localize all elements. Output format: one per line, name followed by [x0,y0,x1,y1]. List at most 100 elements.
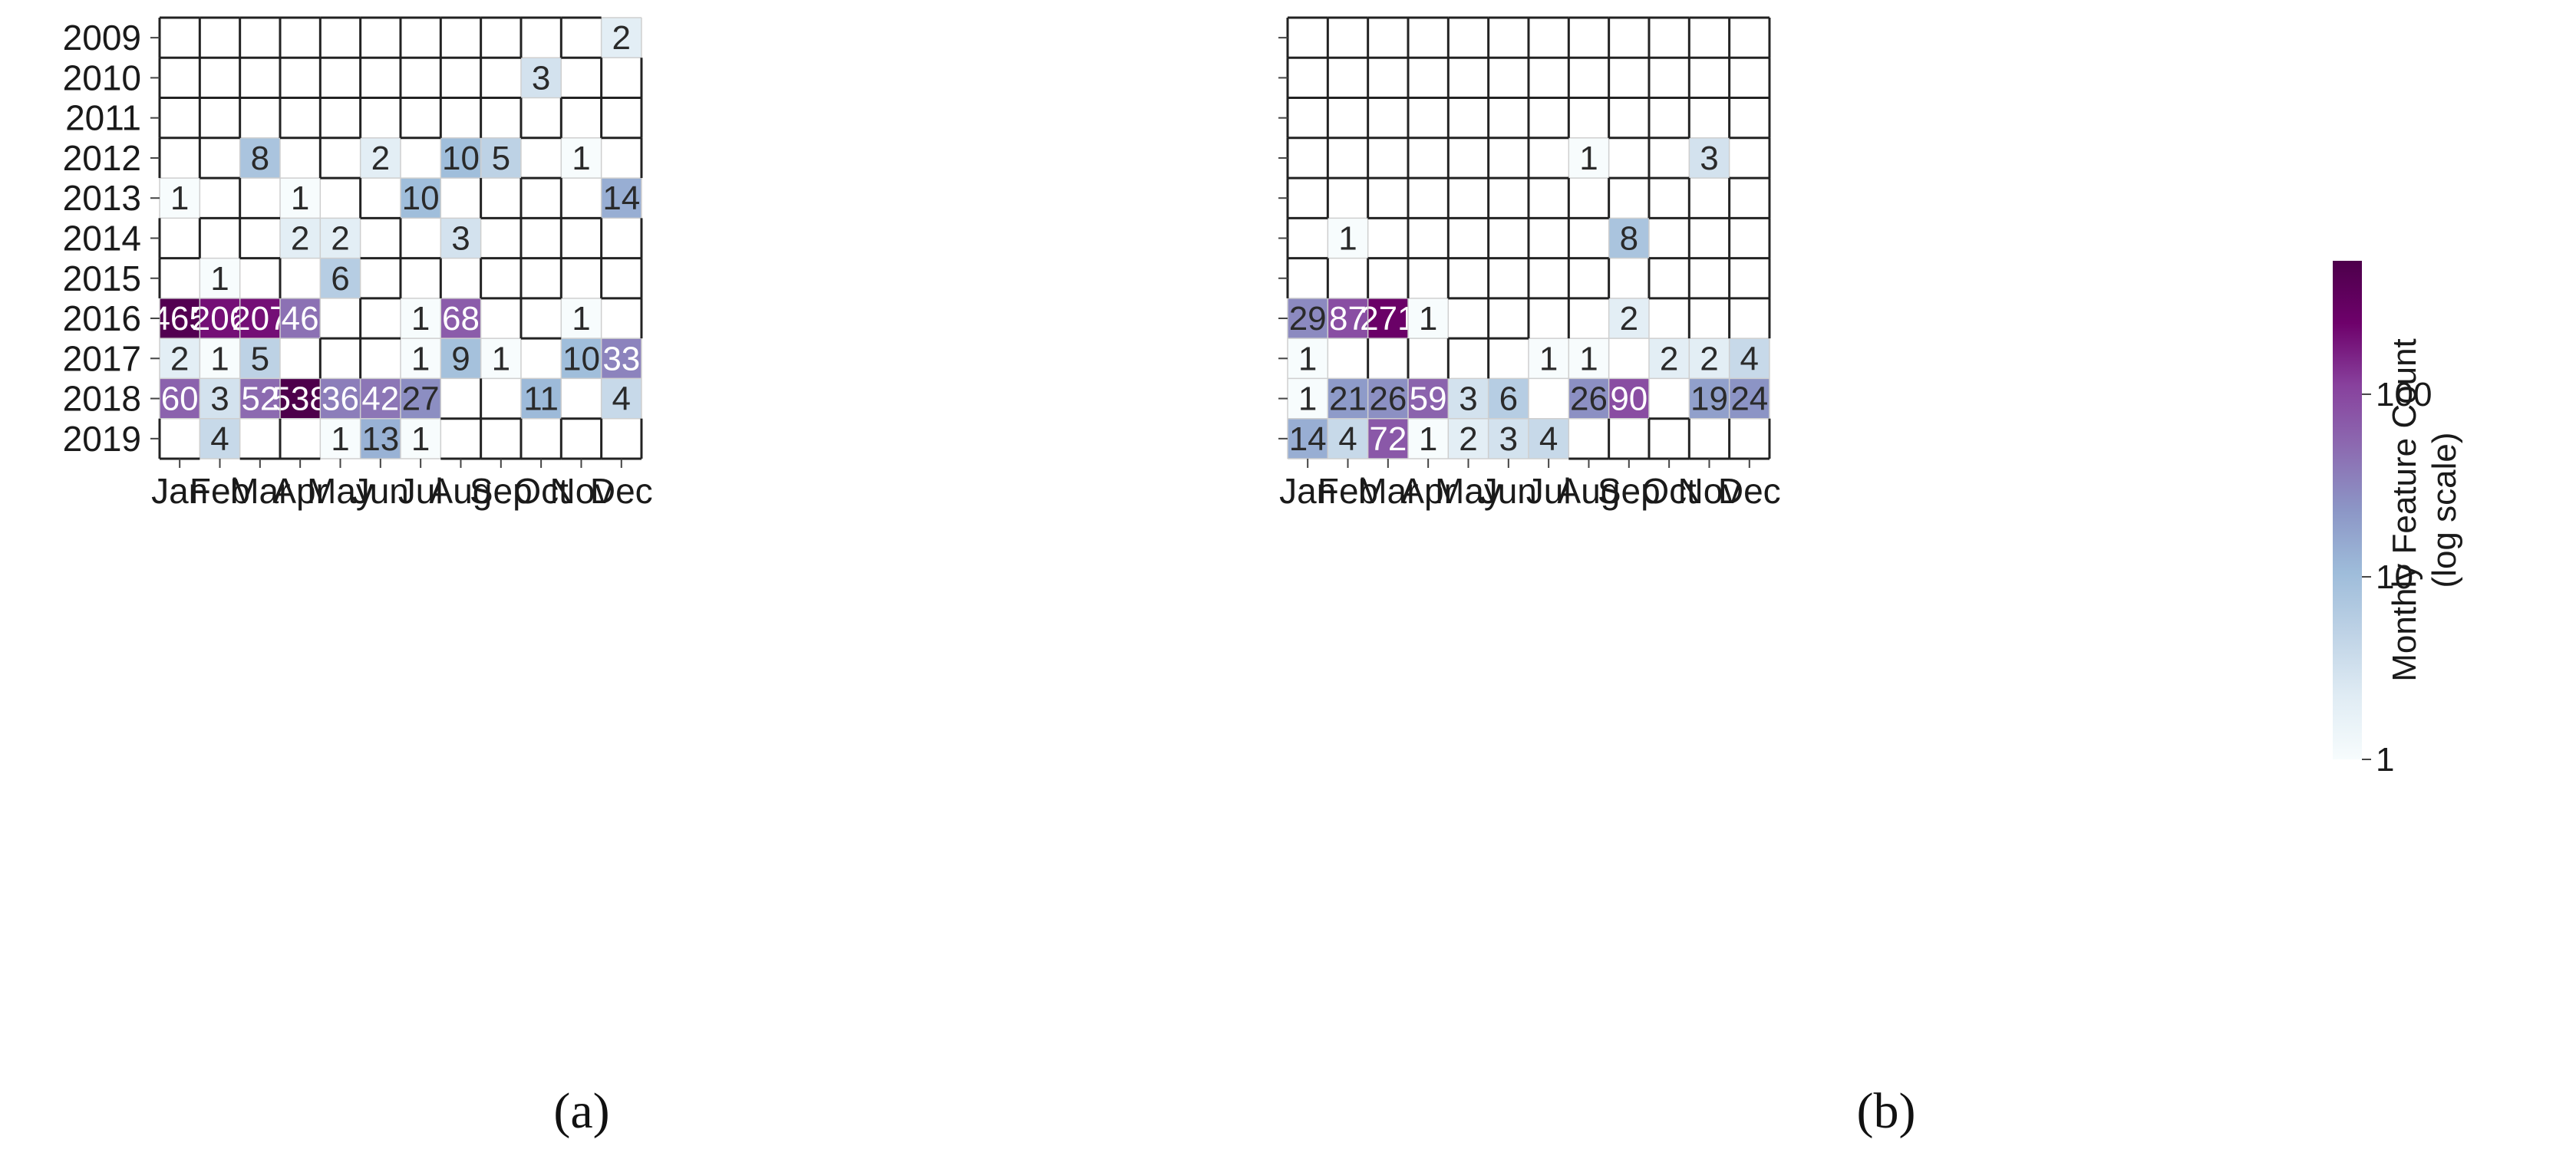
cell-value-label: 1 [1338,219,1357,257]
cell-value-label: 6 [1499,380,1518,418]
x-tick-label: Sep [1598,471,1661,511]
panel-b-label: (b) [1857,1083,1916,1139]
cell-value-label: 10 [442,140,480,177]
cell-value-label: 4 [612,380,631,418]
cell-value-label: 538 [272,380,328,418]
heatmap-cell [1288,338,1328,379]
y-tick-label: 2009 [63,18,141,58]
heatmap-cell [1488,418,1529,459]
cell-value-label: 33 [602,340,640,377]
cell-value-label: 13 [361,420,399,458]
cell-value-label: 5 [251,340,269,377]
heatmap-cell [320,378,361,419]
cell-value-label: 2 [1459,420,1477,458]
heatmap-cell [520,58,562,98]
heatmap-cell [1729,378,1770,419]
colorbar-tick-label: 100 [2376,376,2432,413]
heatmap-cell [1608,218,1649,258]
cell-value-label: 2 [371,140,390,177]
heatmap-cell [160,178,200,219]
heatmap-cell [360,378,401,419]
y-tick-label: 2016 [63,298,141,338]
cell-value-label: 3 [1499,420,1518,458]
heatmap-cell [1488,378,1529,419]
heatmap-cell [200,298,240,339]
cell-value-label: 9 [451,340,470,377]
x-tick-label: Nov [550,471,613,511]
cell-value-label: 1 [572,140,590,177]
heatmap-cell [601,338,642,379]
heatmap-cell [1367,378,1408,419]
heatmap-cell [1448,418,1489,459]
cell-value-label: 3 [210,380,229,418]
cell-value-label: 1 [210,340,229,377]
cell-value-label: 2 [170,340,189,377]
heatmap-cell [200,258,240,298]
cell-value-label: 52 [241,380,279,418]
heatmap-cell [320,258,361,298]
heatmap-cell [360,418,401,459]
cell-value-label: 3 [451,219,470,257]
cell-value-label: 1 [1298,380,1317,418]
heatmap-cell [1608,378,1649,419]
cell-value-label: 14 [1289,420,1327,458]
heatmap-cell [1328,298,1368,339]
colorbar-tick-label: 1 [2376,741,2394,779]
heatmap-cell [239,137,280,179]
heatmap-cell [400,378,441,419]
colorbar-title-line1: Monthly Feature Count [2386,338,2423,682]
colorbar-gradient [2333,261,2362,759]
y-tick-label: 2015 [63,258,141,298]
cell-value-label: 4 [1539,420,1558,458]
cell-value-label: 2 [1620,300,1638,338]
cell-value-label: 10 [402,179,440,217]
heatmap-cell [561,298,602,339]
x-tick-label: Oct [513,471,569,511]
x-tick-label: Sep [470,471,533,511]
heatmap-cell [601,18,642,58]
cell-value-label: 2 [331,219,349,257]
heatmap-cell [1689,338,1730,379]
cell-value-label: 1 [1539,340,1558,377]
x-tick-label: May [1435,471,1502,511]
x-tick-label: Apr [272,471,328,511]
heatmap-cell [1288,418,1328,459]
y-tick-label: 2013 [63,178,141,218]
heatmap-cell [279,298,321,339]
cell-value-label: 36 [322,380,359,418]
heatmap-cell [160,298,200,339]
heatmap-cell [440,298,481,339]
heatmap-cell [360,137,401,179]
heatmap-cell [1689,378,1730,419]
heatmap-cell [440,137,481,179]
heatmap-cell [200,418,240,459]
x-tick-label: Mar [229,471,290,511]
x-tick-label: Apr [1400,471,1456,511]
cell-value-label: 1 [291,179,309,217]
cell-value-label: 8 [1620,219,1638,257]
x-tick-label: Dec [1718,471,1781,511]
heatmap-cell [1528,418,1569,459]
cell-value-label: 3 [1459,380,1477,418]
heatmap-cell [239,378,280,419]
heatmap-cell [1448,378,1489,419]
heatmap-cell [1568,338,1609,379]
heatmap-cell [1328,418,1368,459]
heatmap-cell [160,338,200,379]
heatmap-cell [480,338,521,379]
cell-value-label: 465 [151,300,207,338]
y-tick-label: 2018 [63,379,141,419]
x-tick-label: Jun [1480,471,1537,511]
cell-value-label: 2 [1700,340,1718,377]
cell-value-label: 4 [210,420,229,458]
heatmap-cell [400,178,441,219]
x-tick-label: Jan [151,471,208,511]
cell-value-label: 2 [1660,340,1678,377]
cell-value-label: 6 [331,260,349,298]
heatmap-cell [1648,338,1690,379]
heatmap-cell [440,218,481,258]
cell-value-label: 206 [192,300,248,338]
heatmap-cell [239,298,280,339]
